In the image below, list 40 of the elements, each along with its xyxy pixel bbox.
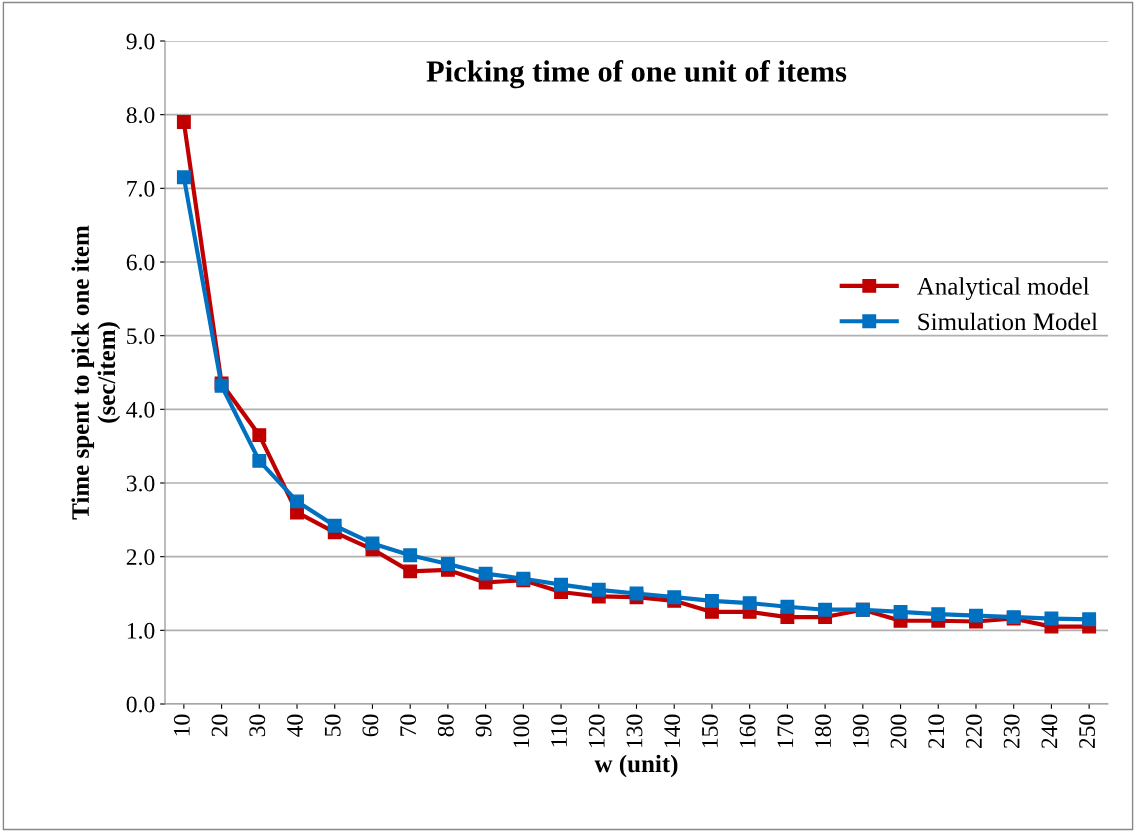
x-tick-label: 10 (173, 714, 190, 736)
x-tick-label: 230 (1003, 714, 1020, 749)
y-tick-label: 0.0 (126, 696, 155, 713)
x-tick-label: 110 (551, 714, 567, 747)
y-tick-label: 1.0 (127, 622, 155, 639)
x-tick-label: 170 (777, 714, 794, 748)
x-tick-label: 200 (890, 714, 907, 749)
x-tick-label: 100 (513, 714, 530, 748)
x-tick-label: 140 (664, 714, 681, 748)
x-tick-label: 220 (965, 714, 982, 749)
x-tick-label: 40 (287, 714, 303, 737)
x-tick-label: 50 (324, 714, 341, 736)
x-tick-label: 130 (626, 714, 643, 748)
legend-label: Simulation Model (918, 312, 1098, 331)
y-tick-label: 5.0 (127, 328, 155, 345)
x-tick-label: 60 (362, 714, 379, 737)
y-tick-label: 4.0 (126, 401, 155, 418)
x-tick-label: 240 (1041, 714, 1058, 749)
y-tick-label: 9.0 (126, 33, 155, 50)
x-tick-label: 190 (852, 714, 869, 748)
x-tick-label: 80 (437, 714, 454, 737)
x-tick-label: 150 (701, 714, 718, 748)
x-tick-label: 160 (739, 714, 756, 748)
y-axis-title: Time spent to pick one item (sec/item) (71, 225, 121, 520)
x-tick-label: 210 (928, 714, 945, 749)
x-tick-label: 180 (815, 714, 832, 748)
x-tick-label: 120 (588, 714, 605, 748)
y-tick-label: 2.0 (126, 549, 155, 566)
x-axis-title: w (unit) (594, 754, 678, 778)
x-tick-label: 30 (249, 714, 266, 737)
text: Picking time of one unit of items (426, 60, 847, 89)
y-tick-label: 3.0 (126, 475, 155, 492)
legend-label: Analytical model (917, 277, 1090, 300)
x-tick-label: 250 (1079, 714, 1096, 749)
y-tick-label: 8.0 (126, 107, 155, 124)
y-tick-label: 7.0 (127, 180, 155, 197)
x-tick-label: 70 (400, 714, 417, 736)
x-tick-label: 20 (211, 714, 228, 737)
y-tick-label: 6.0 (126, 254, 155, 271)
x-tick-label: 90 (475, 714, 492, 737)
